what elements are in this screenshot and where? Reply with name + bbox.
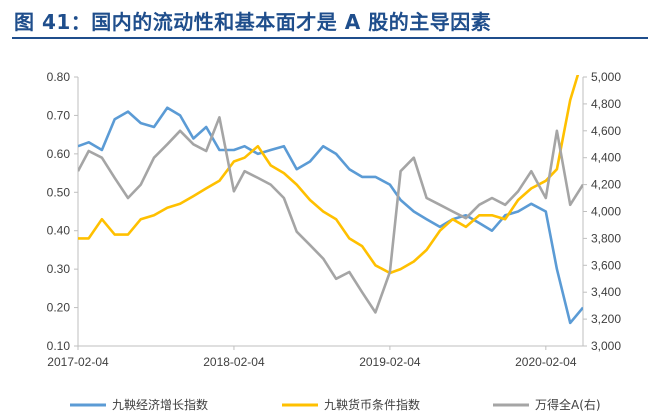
- legend-label-3: 万得全A(右): [535, 397, 601, 412]
- right-tick-label: 3,200: [591, 312, 621, 326]
- x-tick-label: 2020-02-04: [515, 355, 577, 369]
- right-tick-label: 4,200: [591, 178, 621, 192]
- right-tick-label: 3,400: [591, 285, 621, 299]
- left-tick-label: 0.40: [47, 224, 71, 238]
- x-tick-label: 2017-02-04: [47, 355, 109, 369]
- series-line-3: [78, 116, 583, 314]
- right-tick-label: 3,800: [591, 231, 621, 245]
- left-tick-label: 0.80: [47, 70, 71, 84]
- left-tick-label: 0.20: [47, 301, 71, 315]
- series-line-2: [78, 75, 580, 275]
- left-tick-label: 0.50: [47, 185, 71, 199]
- right-tick-label: 4,600: [591, 124, 621, 138]
- right-tick-label: 5,000: [591, 70, 621, 84]
- title-rule: [12, 37, 648, 39]
- right-tick-label: 3,600: [591, 258, 621, 272]
- right-tick-label: 3,000: [591, 339, 621, 353]
- legend-label-2: 九鞅货币条件指数: [324, 397, 420, 412]
- right-tick-label: 4,400: [591, 151, 621, 165]
- figure-title: 图 41：国内的流动性和基本面才是 A 股的主导因素: [14, 10, 492, 34]
- left-tick-label: 0.70: [47, 108, 71, 122]
- series-line-1: [78, 106, 583, 325]
- left-tick-label: 0.30: [47, 262, 71, 276]
- legend-label-1: 九鞅经济增长指数: [112, 397, 208, 412]
- right-tick-label: 4,800: [591, 97, 621, 111]
- left-tick-label: 0.60: [47, 147, 71, 161]
- x-tick-label: 2018-02-04: [203, 355, 265, 369]
- left-tick-label: 0.10: [47, 339, 71, 353]
- x-tick-label: 2019-02-04: [359, 355, 421, 369]
- right-tick-label: 4,000: [591, 205, 621, 219]
